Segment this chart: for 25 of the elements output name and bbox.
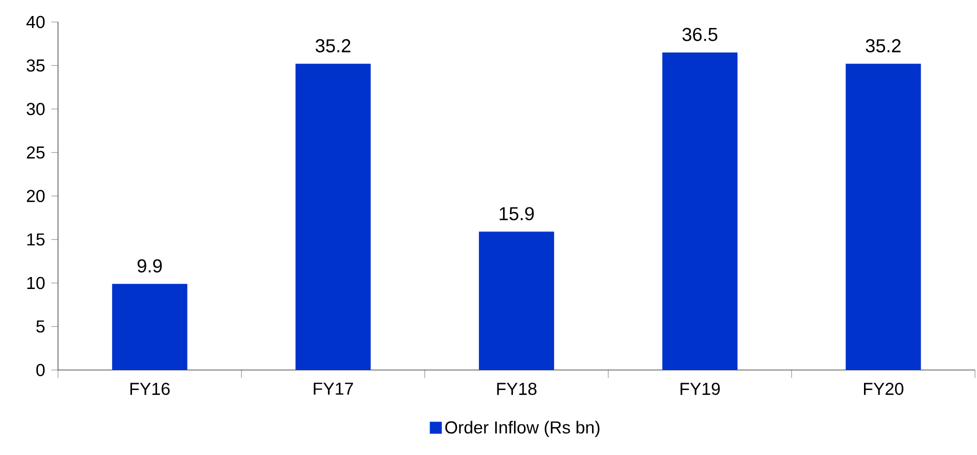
bar [112, 284, 188, 370]
x-tick-label: FY18 [497, 382, 536, 395]
x-tick-label: FY16 [130, 382, 170, 395]
y-tick-label: 10 [27, 276, 45, 290]
x-tick-label: FY19 [680, 382, 720, 395]
data-label: 35.2 [866, 39, 901, 52]
y-tick-label: 5 [36, 320, 45, 333]
data-label: 35.2 [316, 39, 350, 52]
x-tick-label: FY20 [864, 382, 904, 395]
y-tick-label: 20 [26, 190, 45, 202]
y-tick-label: 35 [26, 59, 45, 72]
y-tick-label: 25 [26, 146, 45, 159]
bar [846, 64, 921, 370]
data-label: 15.9 [500, 207, 534, 220]
bar [478, 232, 554, 370]
legend-label: Order Inflow (Rs bn) [445, 420, 600, 437]
y-tick-label: 0 [36, 364, 45, 376]
data-label: 36.5 [682, 28, 718, 42]
y-tick-label: 30 [26, 102, 45, 116]
y-tick-label: 15 [27, 233, 45, 246]
y-tick-label: 40 [26, 16, 45, 28]
data-label: 9.9 [138, 259, 162, 272]
bar [662, 52, 738, 370]
x-tick-label: FY17 [314, 382, 353, 395]
bar [296, 64, 371, 370]
